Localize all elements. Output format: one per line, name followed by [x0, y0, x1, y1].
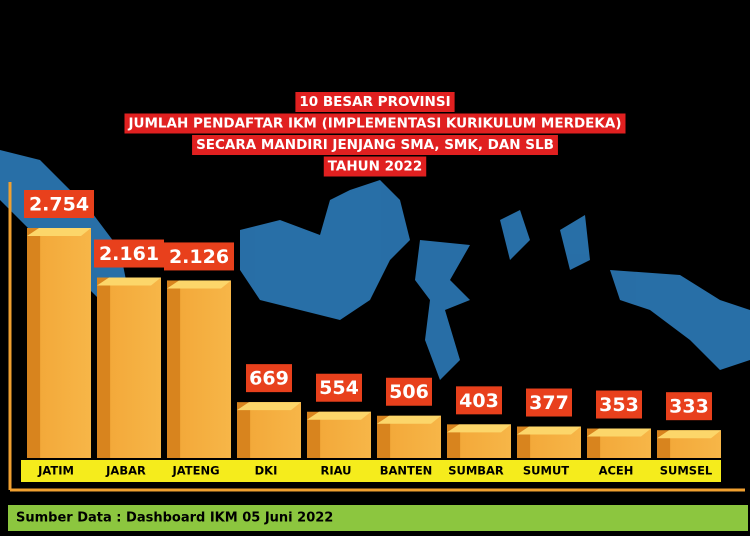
title-group: 10 BESAR PROVINSI JUMLAH PENDAFTAR IKM (I… [124, 92, 626, 177]
value-label-background [164, 242, 234, 271]
value-label: 2.126 [169, 246, 229, 268]
bar-top [657, 430, 721, 439]
title-line: JUMLAH PENDAFTAR IKM (IMPLEMENTASI KURIK… [127, 116, 621, 132]
value-label-background [246, 364, 292, 393]
value-label: 2.754 [29, 194, 89, 216]
bar [237, 402, 301, 458]
category-background [511, 460, 581, 482]
bar [167, 280, 231, 458]
value-label: 333 [669, 396, 709, 418]
value-label-background [526, 388, 572, 417]
bar-top [237, 402, 301, 411]
value-label: 554 [319, 377, 359, 399]
title-line: 10 BESAR PROVINSI [299, 94, 450, 110]
category-background [301, 460, 371, 482]
title-background [124, 113, 626, 134]
category-background [441, 460, 511, 482]
value-label-background [596, 390, 642, 419]
x-tick-label: SUMSEL [660, 464, 713, 478]
bar-top [517, 426, 581, 435]
title-line: SECARA MANDIRI JENJANG SMA, SMK, DAN SLB [196, 137, 554, 153]
bar-top [27, 228, 91, 236]
bar-top [377, 415, 441, 424]
title-line: TAHUN 2022 [328, 159, 422, 175]
category-background [581, 460, 651, 482]
category-background [161, 460, 231, 482]
bar-top [167, 280, 231, 289]
x-tick-label: BANTEN [380, 464, 433, 478]
value-label: 2.161 [99, 243, 159, 265]
source-text: Sumber Data : Dashboard IKM 05 Juni 2022 [16, 511, 333, 526]
x-tick-label: SUMUT [523, 464, 569, 478]
title-background [192, 135, 558, 155]
category-background [651, 460, 721, 482]
x-tick-label: JATENG [171, 464, 219, 478]
x-tick-label: SUMBAR [448, 464, 504, 478]
bar-top [447, 424, 511, 433]
category-background [371, 460, 441, 482]
value-label: 353 [599, 394, 639, 416]
category-background [91, 460, 161, 482]
map-sulawesi [415, 240, 470, 380]
x-tick-label: DKI [255, 464, 278, 478]
value-label-background [24, 190, 94, 218]
value-label: 506 [389, 381, 429, 403]
category-background [231, 460, 301, 482]
value-label-background [386, 377, 432, 406]
map-kalimantan [240, 180, 410, 320]
map-maluku [500, 210, 590, 270]
bar [97, 277, 161, 458]
title-background [323, 156, 427, 177]
value-label-background [666, 392, 712, 421]
map-papua [610, 270, 750, 370]
value-label: 669 [249, 368, 289, 390]
bar [27, 228, 91, 458]
bar-top [307, 411, 371, 420]
x-tick-label: RIAU [320, 464, 351, 478]
x-tick-label: ACEH [599, 464, 634, 478]
title-background [295, 92, 455, 112]
value-label-background [456, 386, 502, 415]
source-bar [8, 505, 748, 531]
x-tick-label: JATIM [37, 464, 74, 478]
x-tick-label: JABAR [105, 464, 146, 478]
value-label: 403 [459, 390, 499, 412]
value-label-background [94, 239, 164, 268]
category-background [21, 460, 91, 482]
bar-top [97, 277, 161, 286]
value-label: 377 [529, 392, 569, 414]
value-label-background [316, 373, 362, 402]
bar-top [587, 428, 651, 437]
